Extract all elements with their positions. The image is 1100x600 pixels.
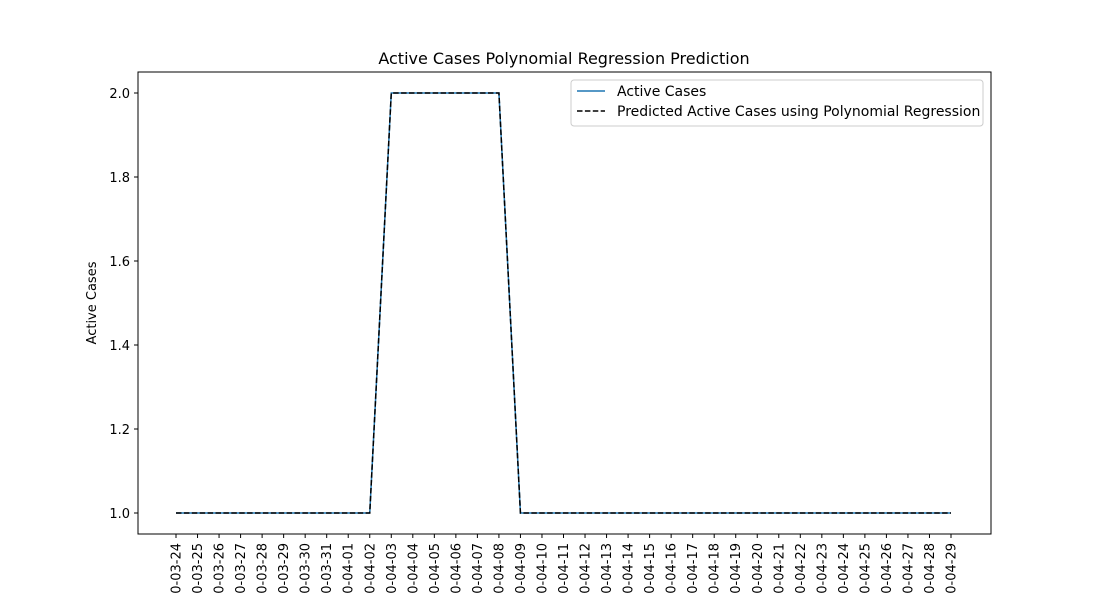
x-tick-label: 0-04-11 (557, 543, 572, 594)
x-tick-label: 0-03-27 (234, 543, 249, 594)
x-tick-label: 0-04-24 (837, 543, 852, 594)
legend: Active Cases Predicted Active Cases usin… (570, 79, 984, 127)
x-tick-label: 0-04-07 (471, 543, 486, 594)
y-tick-label: 1.2 (109, 423, 130, 438)
x-tick-label: 0-03-31 (320, 543, 335, 594)
x-tick-label: 0-04-25 (858, 543, 873, 594)
x-tick-label: 0-04-15 (643, 543, 658, 594)
x-tick-label: 0-03-26 (213, 543, 228, 594)
x-tick-label: 0-04-06 (449, 543, 464, 594)
y-axis-label: Active Cases (85, 261, 100, 344)
x-tick-label: 0-04-12 (579, 543, 594, 594)
y-tick-label: 2.0 (109, 87, 130, 102)
y-axis: 1.0 1.2 1.4 1.6 1.8 2.0 (109, 87, 138, 522)
x-tick-label: 0-04-28 (923, 543, 938, 594)
x-tick-label: 0-04-09 (514, 543, 529, 594)
x-tick-label: 0-04-13 (600, 543, 615, 594)
x-tick-label: 0-04-17 (686, 543, 701, 594)
x-tick-label: 0-04-27 (901, 543, 916, 594)
x-tick-label: 0-03-30 (299, 543, 314, 594)
x-tick-label: 0-04-04 (406, 543, 421, 594)
x-tick-label: 0-03-24 (170, 543, 185, 594)
x-tick-label: 0-04-26 (880, 543, 895, 594)
chart-title: Active Cases Polynomial Regression Predi… (378, 49, 749, 68)
y-tick-label: 1.0 (109, 507, 130, 522)
x-tick-label: 0-04-23 (815, 543, 830, 594)
x-tick-label: 0-04-14 (622, 543, 637, 594)
x-tick-label: 0-04-08 (492, 543, 507, 594)
x-axis: 0-03-24 0-03-25 0-03-26 0-03-27 0-03-28 0-03-… (170, 534, 960, 594)
x-tick-label: 0-03-28 (256, 543, 271, 594)
x-tick-label: 0-03-29 (277, 543, 292, 594)
legend-label-predicted: Predicted Active Cases using Polynomial … (617, 104, 980, 120)
x-tick-label: 0-04-02 (363, 543, 378, 594)
x-tick-label: 0-04-18 (708, 543, 723, 594)
series-line-active-cases (176, 92, 951, 514)
series-layer (176, 92, 951, 514)
x-tick-label: 0-04-03 (385, 543, 400, 594)
x-tick-label: 0-03-25 (191, 543, 206, 594)
y-tick-label: 1.6 (109, 255, 130, 270)
plot-frame (137, 71, 992, 535)
x-tick-label: 0-04-19 (729, 543, 744, 594)
x-tick-label: 0-04-29 (945, 543, 960, 594)
x-tick-label: 0-04-20 (751, 543, 766, 594)
x-tick-label: 0-04-16 (665, 543, 680, 594)
x-tick-label: 0-04-10 (535, 543, 550, 594)
x-tick-label: 0-04-22 (794, 543, 809, 594)
series-line-predicted (176, 92, 951, 514)
y-tick-label: 1.4 (109, 339, 130, 354)
y-tick-label: 1.8 (109, 171, 130, 186)
legend-label-active-cases: Active Cases (617, 84, 706, 100)
x-tick-label: 0-04-21 (772, 543, 787, 594)
x-tick-label: 0-04-05 (428, 543, 443, 594)
x-tick-label: 0-04-01 (342, 543, 357, 594)
legend-frame (570, 79, 984, 127)
